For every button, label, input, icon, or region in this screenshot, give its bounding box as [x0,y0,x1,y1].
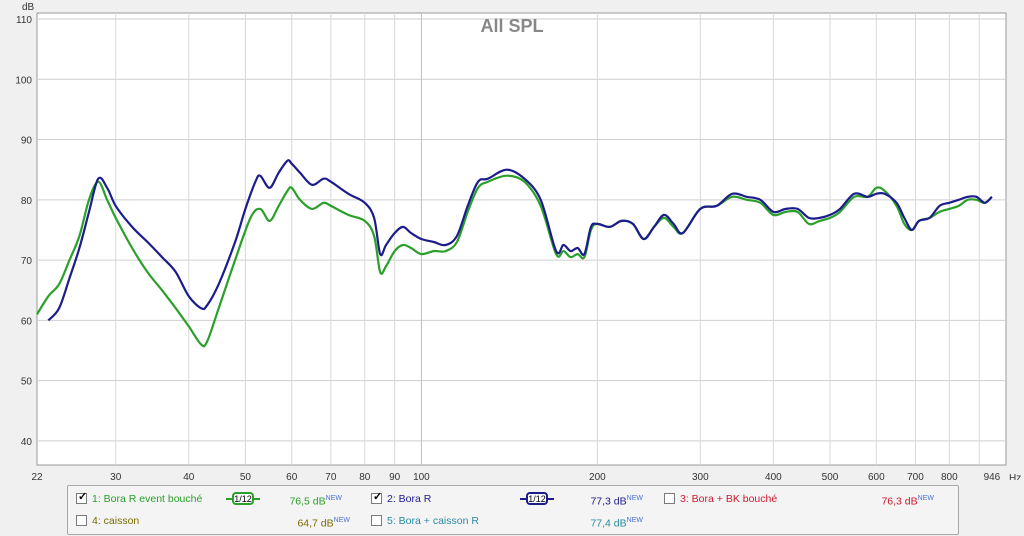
y-tick-label: 60 [21,316,33,327]
x-tick-label: 500 [822,472,839,480]
plot-area [36,12,1007,466]
x-tick-label: 946 [984,472,1001,480]
legend-checkbox-2[interactable]: ✓ [371,491,383,504]
legend-panel: ✓ 1: Bora R event bouché 1/12 76,5 dBNEW… [67,485,959,535]
legend-checkbox-5[interactable] [371,515,382,526]
series-line-1 [36,174,993,348]
y-tick-label: 40 [21,437,33,448]
x-tick-label: 400 [765,472,782,480]
legend-value-2: 77,3 dBNEW [590,495,643,508]
check-icon: ✓ [78,491,88,503]
x-tick-label: 700 [907,472,924,480]
x-tick-label: 70 [325,472,337,480]
y-tick-label: 70 [21,256,33,267]
legend-value-3: 76,3 dBNEW [881,495,934,508]
legend-value-4: 64,7 dBNEW [297,517,350,530]
legend-checkbox-3[interactable] [664,493,675,504]
x-tick-label: 22 [31,472,43,480]
y-tick-label: 100 [15,75,32,86]
y-tick-label: 50 [21,377,33,388]
x-tick-label: 50 [240,472,252,480]
legend-row-2: 4: caisson 64,7 dBNEW 5: Bora + caisson … [68,511,958,531]
y-axis: 40 50 60 70 80 90 100 110 [15,15,32,448]
y-tick-label: 90 [21,136,33,147]
chart-title: All SPL [480,16,543,36]
legend-row-1: ✓ 1: Bora R event bouché 1/12 76,5 dBNEW… [68,489,958,509]
spl-chart[interactable]: 40 50 60 70 80 90 100 110 22 30 40 50 60 70 80 90 100 20… [0,0,1024,480]
legend-value-5: 77,4 dBNEW [590,517,643,530]
legend-value-1: 76,5 dBNEW [289,495,342,508]
legend-label-2: 2: Bora R [387,493,432,505]
x-tick-label: 40 [183,472,195,480]
legend-label-3: 3: Bora + BK bouché [680,493,778,505]
y-tick-label: 80 [21,196,33,207]
x-tick-label: 30 [110,472,122,480]
y-tick-label: 110 [16,15,32,26]
smoothing-badge-2[interactable]: 1/12 [520,492,554,506]
check-icon: ✓ [373,491,383,503]
legend-label-5: 5: Bora + caisson R [387,515,479,527]
x-axis-unit: Hz [1009,473,1021,480]
smoothing-label-2: 1/12 [526,492,548,505]
x-tick-label: 800 [941,472,958,480]
series-lines [36,159,993,348]
legend-checkbox-1[interactable]: ✓ [76,491,88,504]
legend-label-4: 4: caisson [92,515,140,527]
x-tick-label: 100 [413,472,430,480]
legend-checkbox-4[interactable] [76,515,87,526]
x-axis: 22 30 40 50 60 70 80 90 100 200 300 400 500 600 700 800… [31,472,1000,480]
smoothing-badge-1[interactable]: 1/12 [226,492,260,506]
legend-label-1: 1: Bora R event bouché [92,493,203,505]
x-tick-label: 90 [389,472,401,480]
series-line-2 [47,159,993,322]
grid [36,12,1007,466]
smoothing-label-1: 1/12 [232,492,254,505]
x-tick-label: 60 [286,472,298,480]
x-tick-label: 200 [589,472,606,480]
x-tick-label: 80 [359,472,371,480]
x-tick-label: 600 [868,472,885,480]
x-tick-label: 300 [692,472,709,480]
y-axis-unit: dB [22,2,35,13]
